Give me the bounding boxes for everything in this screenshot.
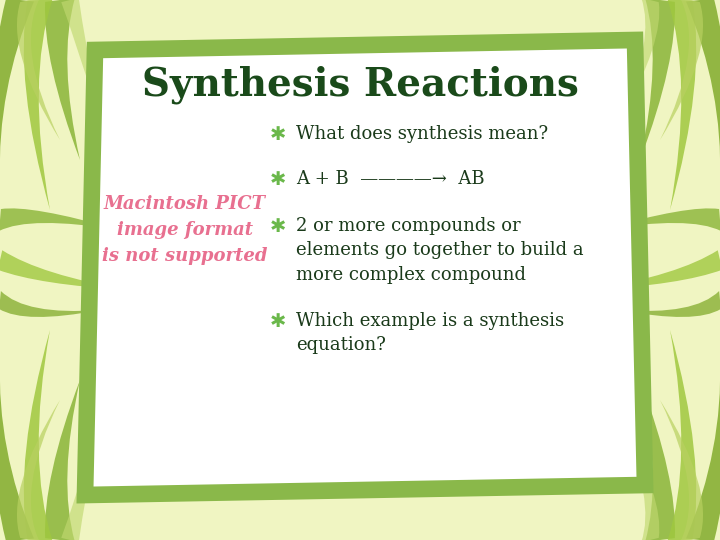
- PathPatch shape: [0, 208, 120, 231]
- Text: 2 or more compounds or
elements go together to build a
more complex compound: 2 or more compounds or elements go toget…: [296, 217, 584, 284]
- PathPatch shape: [61, 420, 100, 540]
- PathPatch shape: [667, 0, 696, 210]
- Text: What does synthesis mean?: What does synthesis mean?: [296, 125, 548, 143]
- Text: ✱: ✱: [270, 170, 286, 189]
- PathPatch shape: [24, 0, 53, 210]
- PathPatch shape: [620, 291, 720, 317]
- PathPatch shape: [686, 0, 720, 180]
- Text: A + B  ————→  AB: A + B ————→ AB: [296, 170, 485, 188]
- PathPatch shape: [667, 330, 696, 540]
- Polygon shape: [85, 40, 645, 495]
- PathPatch shape: [640, 380, 675, 540]
- PathPatch shape: [620, 420, 660, 540]
- PathPatch shape: [686, 360, 720, 540]
- PathPatch shape: [0, 250, 130, 290]
- PathPatch shape: [24, 330, 53, 540]
- PathPatch shape: [660, 0, 703, 140]
- PathPatch shape: [590, 250, 720, 290]
- PathPatch shape: [45, 0, 80, 160]
- PathPatch shape: [45, 380, 80, 540]
- PathPatch shape: [0, 291, 100, 317]
- Text: ✱: ✱: [270, 312, 286, 331]
- PathPatch shape: [17, 0, 60, 140]
- Text: ✱: ✱: [270, 217, 286, 236]
- PathPatch shape: [0, 360, 34, 540]
- Text: Synthesis Reactions: Synthesis Reactions: [142, 66, 578, 104]
- Text: Macintosh PICT
image format
is not supported: Macintosh PICT image format is not suppo…: [102, 194, 268, 265]
- PathPatch shape: [660, 400, 703, 540]
- PathPatch shape: [640, 0, 675, 160]
- PathPatch shape: [17, 400, 60, 540]
- PathPatch shape: [620, 0, 660, 120]
- PathPatch shape: [61, 0, 100, 120]
- PathPatch shape: [600, 208, 720, 231]
- Text: ✱: ✱: [270, 125, 286, 144]
- Text: Which example is a synthesis
equation?: Which example is a synthesis equation?: [296, 312, 564, 354]
- PathPatch shape: [0, 0, 34, 180]
